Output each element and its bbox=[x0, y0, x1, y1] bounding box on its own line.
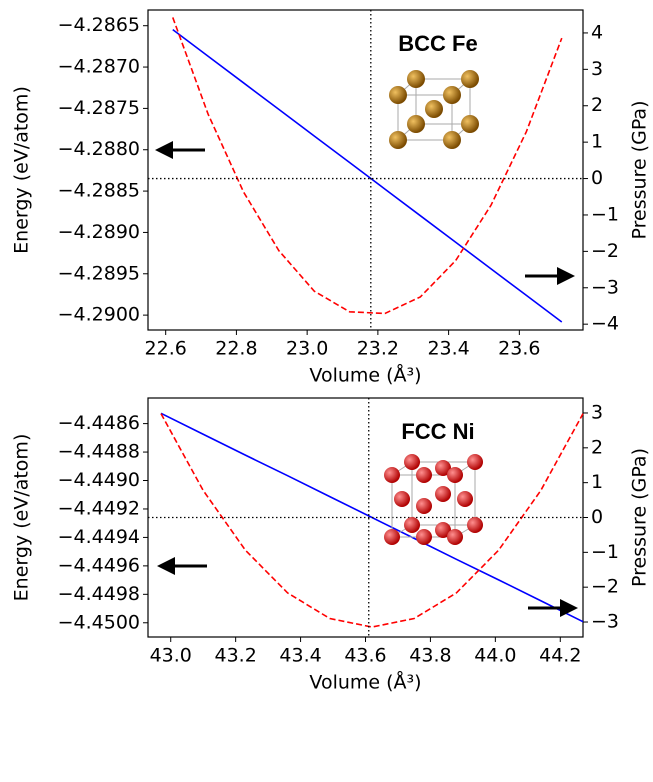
y2-tick-label: −4 bbox=[591, 313, 619, 335]
y-tick-label: −4.2880 bbox=[58, 138, 140, 160]
y-tick-label: −4.2865 bbox=[58, 14, 140, 36]
y-tick-label: −4.4500 bbox=[58, 611, 140, 633]
y2-tick-label: 2 bbox=[591, 436, 603, 458]
data-line bbox=[160, 412, 584, 623]
crystal-bcc bbox=[389, 70, 479, 149]
y2-tick-label: 2 bbox=[591, 94, 603, 116]
y-tick-label: −4.4488 bbox=[58, 441, 140, 463]
x-tick-label: 44.0 bbox=[474, 645, 516, 667]
x-axis-label: Volume (Å³) bbox=[309, 364, 421, 387]
y2-tick-label: −1 bbox=[591, 541, 619, 563]
x-tick-label: 23.4 bbox=[427, 338, 469, 360]
plot-frame bbox=[147, 9, 584, 331]
y2-tick-label: −3 bbox=[591, 611, 619, 633]
y-tick-label: −4.2895 bbox=[58, 262, 140, 284]
x-tick-label: 23.2 bbox=[357, 338, 399, 360]
data-line bbox=[172, 29, 563, 323]
x-axis-label: Volume (Å³) bbox=[309, 671, 421, 694]
annotation: BCC Fe bbox=[398, 31, 477, 56]
y-tick-label: −4.4496 bbox=[58, 554, 140, 576]
y-axis-label: Energy (eV/atom) bbox=[11, 86, 33, 254]
y-tick-label: −4.4494 bbox=[58, 526, 140, 548]
x-tick-label: 43.0 bbox=[150, 645, 192, 667]
y2-axis-label: Pressure (GPa) bbox=[629, 101, 651, 240]
y-tick-label: −4.2885 bbox=[58, 180, 140, 202]
x-tick-label: 43.6 bbox=[344, 645, 386, 667]
data-line bbox=[160, 413, 584, 628]
x-tick-label: 43.4 bbox=[279, 645, 321, 667]
y2-tick-label: 3 bbox=[591, 401, 603, 423]
x-tick-label: 22.6 bbox=[145, 338, 187, 360]
y-tick-label: −4.2900 bbox=[58, 304, 140, 326]
y-tick-label: −4.2870 bbox=[58, 56, 140, 78]
y-tick-label: −4.4498 bbox=[58, 583, 140, 605]
x-tick-label: 22.8 bbox=[215, 338, 257, 360]
y2-axis-label: Pressure (GPa) bbox=[629, 448, 651, 587]
y2-tick-label: 3 bbox=[591, 58, 603, 80]
crystal-fcc bbox=[384, 454, 483, 545]
y-tick-label: −4.4486 bbox=[58, 412, 140, 434]
y2-tick-label: −2 bbox=[591, 576, 619, 598]
y2-tick-label: 1 bbox=[591, 471, 603, 493]
x-tick-label: 23.0 bbox=[286, 338, 328, 360]
y2-tick-label: 4 bbox=[591, 21, 603, 43]
x-tick-label: 44.2 bbox=[539, 645, 581, 667]
y2-tick-label: −3 bbox=[591, 276, 619, 298]
y2-tick-label: 1 bbox=[591, 131, 603, 153]
y2-tick-label: −2 bbox=[591, 240, 619, 262]
y-tick-label: −4.4490 bbox=[58, 469, 140, 491]
y2-tick-label: 0 bbox=[591, 167, 603, 189]
y2-tick-label: 0 bbox=[591, 506, 603, 528]
y-tick-label: −4.2875 bbox=[58, 97, 140, 119]
annotation: FCC Ni bbox=[401, 419, 474, 444]
y-tick-label: −4.4492 bbox=[58, 497, 140, 519]
x-tick-label: 43.2 bbox=[214, 645, 256, 667]
x-tick-label: 43.8 bbox=[409, 645, 451, 667]
y2-tick-label: −1 bbox=[591, 203, 619, 225]
data-line bbox=[172, 17, 563, 315]
y-axis-label: Energy (eV/atom) bbox=[11, 434, 33, 602]
y-tick-label: −4.2890 bbox=[58, 221, 140, 243]
x-tick-label: 23.6 bbox=[498, 338, 540, 360]
